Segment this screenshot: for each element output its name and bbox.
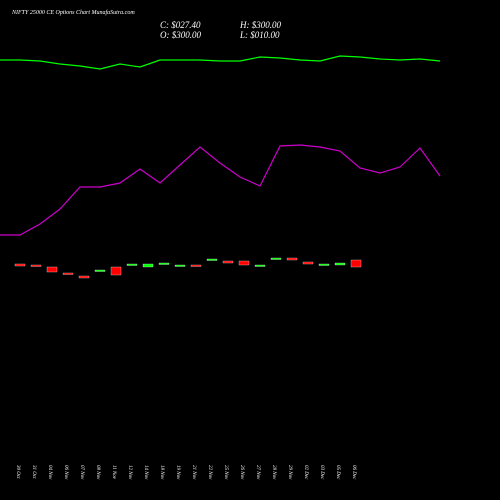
x-tick-label: 19 Nov <box>175 465 180 480</box>
x-tick-label: 25 Nov <box>223 465 228 480</box>
candle-body <box>286 257 298 261</box>
candle-body <box>142 263 154 268</box>
candle-body <box>62 272 74 275</box>
x-tick-label: 21 Nov <box>191 465 196 480</box>
ohlc-label: O: $300.00 <box>160 30 201 40</box>
x-tick-label: 27 Nov <box>255 465 260 480</box>
chart-title: NIFTY 25000 CE Options Chart MunafaSutra… <box>11 9 135 16</box>
x-tick-label: 03 Dec <box>319 465 324 480</box>
candle-body <box>302 261 314 265</box>
x-tick-label: 07 Nov <box>79 465 84 480</box>
x-tick-label: 31 Oct <box>31 465 36 479</box>
x-tick-label: 30 Oct <box>15 465 20 479</box>
candle-body <box>126 263 138 266</box>
candle-body <box>30 264 42 267</box>
indicator-line <box>0 55 441 70</box>
candle-body <box>14 263 26 267</box>
x-tick-label: 05 Dec <box>335 465 340 480</box>
candle-body <box>254 264 266 267</box>
x-tick-label: 12 Nov <box>127 465 132 480</box>
candle-body <box>174 264 186 267</box>
candle-body <box>270 257 282 260</box>
x-tick-label: 04 Nov <box>47 465 52 480</box>
x-tick-label: 29 Nov <box>287 465 292 480</box>
candle-body <box>238 260 250 266</box>
ohlc-label: L: $010.00 <box>239 30 280 40</box>
candle-body <box>158 262 170 265</box>
candle-body <box>94 269 106 272</box>
candle-body <box>78 275 90 279</box>
candle-body <box>334 262 346 266</box>
x-tick-label: 18 Nov <box>159 465 164 480</box>
x-tick-label: 06 Dec <box>351 465 356 480</box>
candle-body <box>46 266 58 273</box>
ohlc-label: H: $300.00 <box>239 20 281 30</box>
x-tick-label: 02 Dec <box>303 465 308 480</box>
candle-body <box>206 258 218 261</box>
candle-body <box>350 259 362 268</box>
candle-body <box>190 264 202 267</box>
x-tick-label: 14 Nov <box>143 465 148 480</box>
candle-body <box>222 260 234 264</box>
x-tick-label: 28 Nov <box>271 465 276 480</box>
x-tick-label: 11 Nov <box>111 465 116 480</box>
ohlc-label: C: $027.40 <box>160 20 201 30</box>
x-tick-label: 22 Nov <box>207 465 212 480</box>
x-tick-label: 26 Nov <box>239 465 244 480</box>
candle-body <box>318 263 330 266</box>
indicator-line <box>0 144 441 236</box>
x-tick-label: 06 Nov <box>63 465 68 480</box>
x-tick-label: 08 Nov <box>95 465 100 480</box>
candle-body <box>110 266 122 276</box>
